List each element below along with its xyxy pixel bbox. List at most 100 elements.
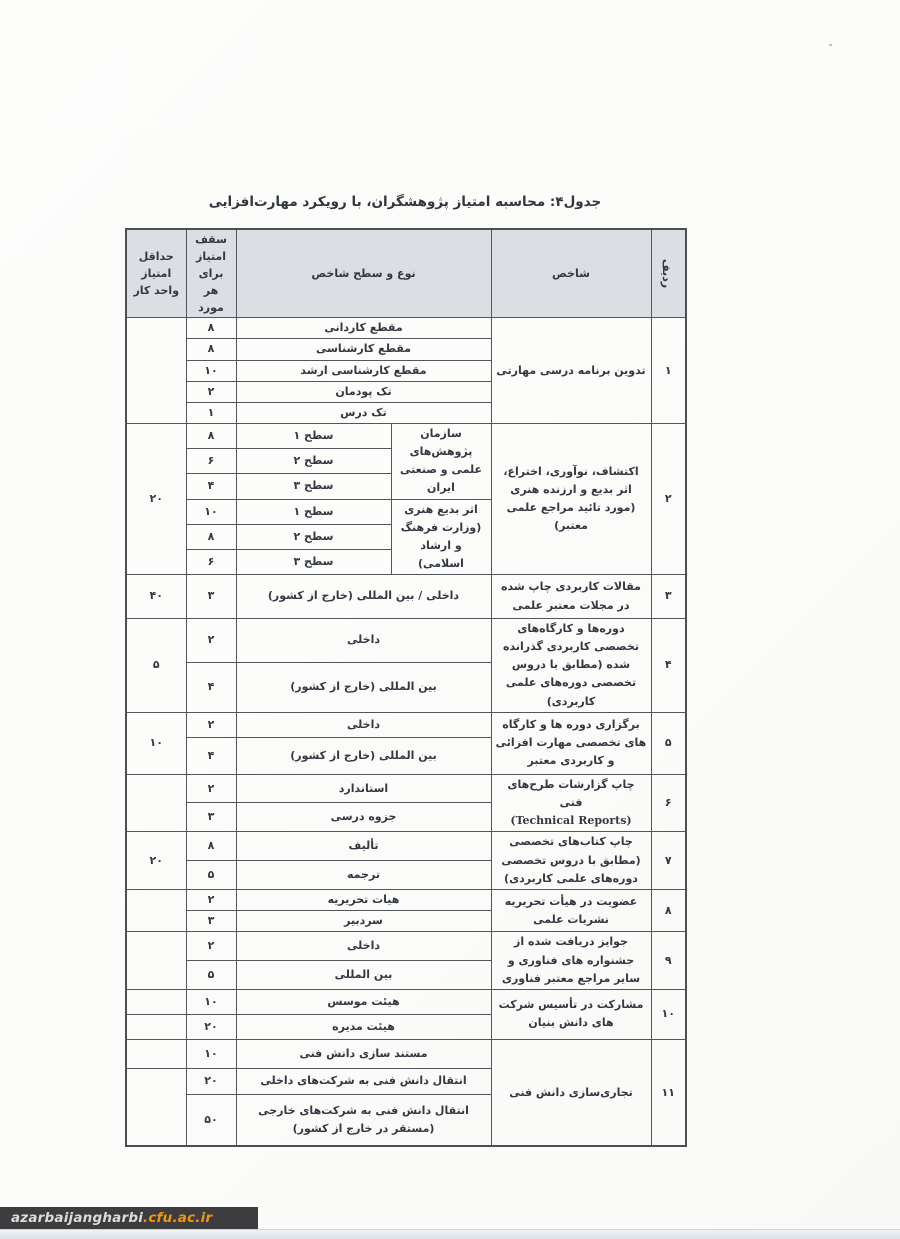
- row-index-cell: ۱۱: [650, 1038, 687, 1147]
- table-title: جدول۴: محاسبه امتیاز پژوهشگران، با رویکر…: [208, 194, 602, 210]
- indicator-cell: مقالات کاربردی چاپ شده در مجلات معتبر عل…: [490, 574, 652, 620]
- row-index-cell: ۲: [650, 422, 687, 576]
- max-score-cell: ۳: [185, 910, 237, 933]
- level-cell: سطح ۲: [235, 448, 392, 475]
- table-row: سطح ۲ ۶: [126, 448, 686, 475]
- header-row-index: ردیف: [650, 228, 687, 319]
- type-cell: بین المللی: [235, 960, 492, 990]
- table-row: ۱۰ مشارکت در تأسیس شرکت های دانش بنیان ه…: [125, 988, 687, 1040]
- table-row: اثر بدیع هنری (وزارت فرهنگ و ارشاد اسلام…: [126, 498, 686, 576]
- level-cell: سطح ۲: [235, 523, 392, 550]
- max-score-cell: ۴: [185, 473, 237, 500]
- table-row: ۸ عضویت در هیأت تحریریه نشریات علمی هیات…: [125, 889, 687, 933]
- min-score-cell: [125, 988, 187, 1015]
- type-cell: داخلی: [235, 618, 492, 663]
- min-score-cell: [125, 317, 187, 424]
- site-name: azarbaijangharbi: [11, 1210, 144, 1226]
- type-cell: استاندارد: [235, 773, 492, 804]
- type-cell: مقطع کارشناسی: [235, 338, 492, 361]
- max-score-cell: ۸: [185, 523, 237, 550]
- max-score-cell: ۱۰: [185, 988, 237, 1015]
- min-score-cell: ۴۰: [125, 574, 187, 620]
- row-index-header-label: ردیف: [659, 259, 673, 289]
- max-score-cell: ۸: [185, 831, 237, 862]
- level-cell: سطح ۱: [235, 422, 392, 450]
- min-score-cell: ۱۰: [125, 711, 187, 775]
- level-cell: سطح ۳: [235, 548, 392, 576]
- header-row: ردیف شاخص نوع و سطح شاخص سقف امتیاز برای…: [125, 228, 687, 319]
- max-score-cell: ۸: [185, 338, 237, 361]
- max-score-cell: ۲: [185, 711, 237, 738]
- type-cell: بین المللی (خارج از کشور): [235, 661, 492, 713]
- site-domain: .cfu.ac.ir: [143, 1210, 213, 1226]
- header-min-score: حداقل امتیاز واحد کار: [125, 228, 187, 319]
- table-row: ۴ دوره‌ها و کارگاه‌های تخصصی کاربردی گذر…: [125, 618, 687, 713]
- table-row: ۷ چاپ کتاب‌های تخصصی (مطابق با دروس تخصص…: [125, 831, 687, 891]
- indicator-text-en: (Technical Reports): [510, 814, 632, 828]
- score-table: ردیف شاخص نوع و سطح شاخص سقف امتیاز برای…: [125, 228, 687, 1148]
- min-score-cell: [125, 773, 187, 833]
- min-score-cell: ۵: [125, 618, 187, 713]
- type-cell: هیات تحریریه: [235, 889, 492, 912]
- table-row: مقطع کارشناسی ۸: [126, 338, 686, 361]
- table-row: ۱۱ تجاری‌سازی دانش فنی مستند سازی دانش ف…: [125, 1038, 687, 1147]
- row-index-cell: ۹: [650, 931, 687, 990]
- max-score-cell: ۲۰: [185, 1013, 237, 1040]
- type-cell: بین المللی (خارج از کشور): [235, 736, 492, 775]
- max-score-cell: ۴: [185, 661, 237, 713]
- row-index-cell: ۶: [650, 773, 687, 833]
- table-row: ۲ اکتشاف، نوآوری، اختراع، اثر بدیع و ارز…: [125, 422, 687, 576]
- max-score-cell: ۶: [185, 548, 237, 576]
- table-row: بین المللی ۵: [126, 960, 686, 990]
- max-score-cell: ۲: [185, 380, 237, 403]
- max-score-cell: ۲: [185, 931, 237, 962]
- max-score-cell: ۵: [185, 960, 237, 990]
- max-score-cell: ۸: [185, 422, 237, 450]
- row-index-cell: ۴: [650, 618, 687, 713]
- indicator-cell: عضویت در هیأت تحریریه نشریات علمی: [490, 889, 652, 933]
- row-index-cell: ۱۰: [650, 988, 687, 1040]
- max-score-cell: ۱۰: [185, 498, 237, 525]
- table-row: ۵ برگزاری دوره ها و کارگاه های تخصصی مها…: [125, 711, 687, 775]
- header-indicator: شاخص: [490, 228, 652, 319]
- type-cell: انتقال دانش فنی به شرکت‌های خارجی (مستقر…: [235, 1093, 492, 1147]
- table-row: سطح ۳ ۶: [126, 548, 686, 576]
- max-score-cell: ۱: [185, 401, 237, 424]
- indicator-cell: جوایز دریافت شده از جشنواره های فناوری و…: [490, 931, 652, 990]
- min-score-cell: [125, 1067, 187, 1147]
- min-score-cell: [125, 1013, 187, 1040]
- type-cell: هیئت موسس: [235, 988, 492, 1015]
- table-row: سطح ۲ ۸: [126, 523, 686, 550]
- max-score-cell: ۲: [185, 773, 237, 804]
- min-score-cell: [125, 1038, 187, 1069]
- max-score-cell: ۲: [185, 889, 237, 912]
- level-cell: سطح ۳: [235, 473, 392, 500]
- max-score-cell: ۳: [185, 802, 237, 833]
- header-max-score: سقف امتیاز برای هر مورد: [185, 228, 237, 319]
- table-row: سطح ۳ ۴: [126, 473, 686, 500]
- max-score-cell: ۱۰: [185, 359, 237, 382]
- table-row: انتقال دانش فنی به شرکت‌های داخلی ۲۰: [125, 1067, 686, 1147]
- row-index-cell: ۳: [650, 574, 687, 620]
- type-cell: ترجمه: [235, 860, 492, 891]
- indicator-cell: تجاری‌سازی دانش فنی: [490, 1038, 652, 1147]
- level-cell: سطح ۱: [235, 498, 392, 525]
- table-row: جزوه درسی ۳: [126, 802, 686, 833]
- type-cell: تک درس: [235, 401, 492, 424]
- table-row: ۶ چاپ گزارشات طرح‌های فنی (Technical Rep…: [125, 773, 687, 833]
- indicator-text-fa: چاپ گزارشات طرح‌های فنی: [507, 777, 635, 809]
- type-cell: داخلی / بین المللی (خارج از کشور): [235, 574, 492, 620]
- type-cell: جزوه درسی: [235, 802, 492, 833]
- min-score-cell: [125, 889, 187, 933]
- max-score-cell: ۲۰: [185, 1067, 237, 1095]
- type-cell: مستند سازی دانش فنی: [235, 1038, 492, 1069]
- min-score-cell: ۲۰: [125, 422, 187, 576]
- indicator-cell: برگزاری دوره ها و کارگاه های تخصصی مهارت…: [490, 711, 652, 775]
- table-row: ترجمه ۵: [126, 860, 686, 891]
- bottom-strip: [0, 1229, 900, 1239]
- type-cell: تک پودمان: [235, 380, 492, 403]
- row-index-cell: ۱: [650, 317, 687, 424]
- table-row: ۹ جوایز دریافت شده از جشنواره های فناوری…: [125, 931, 687, 990]
- header-type: نوع و سطح شاخص: [235, 228, 492, 319]
